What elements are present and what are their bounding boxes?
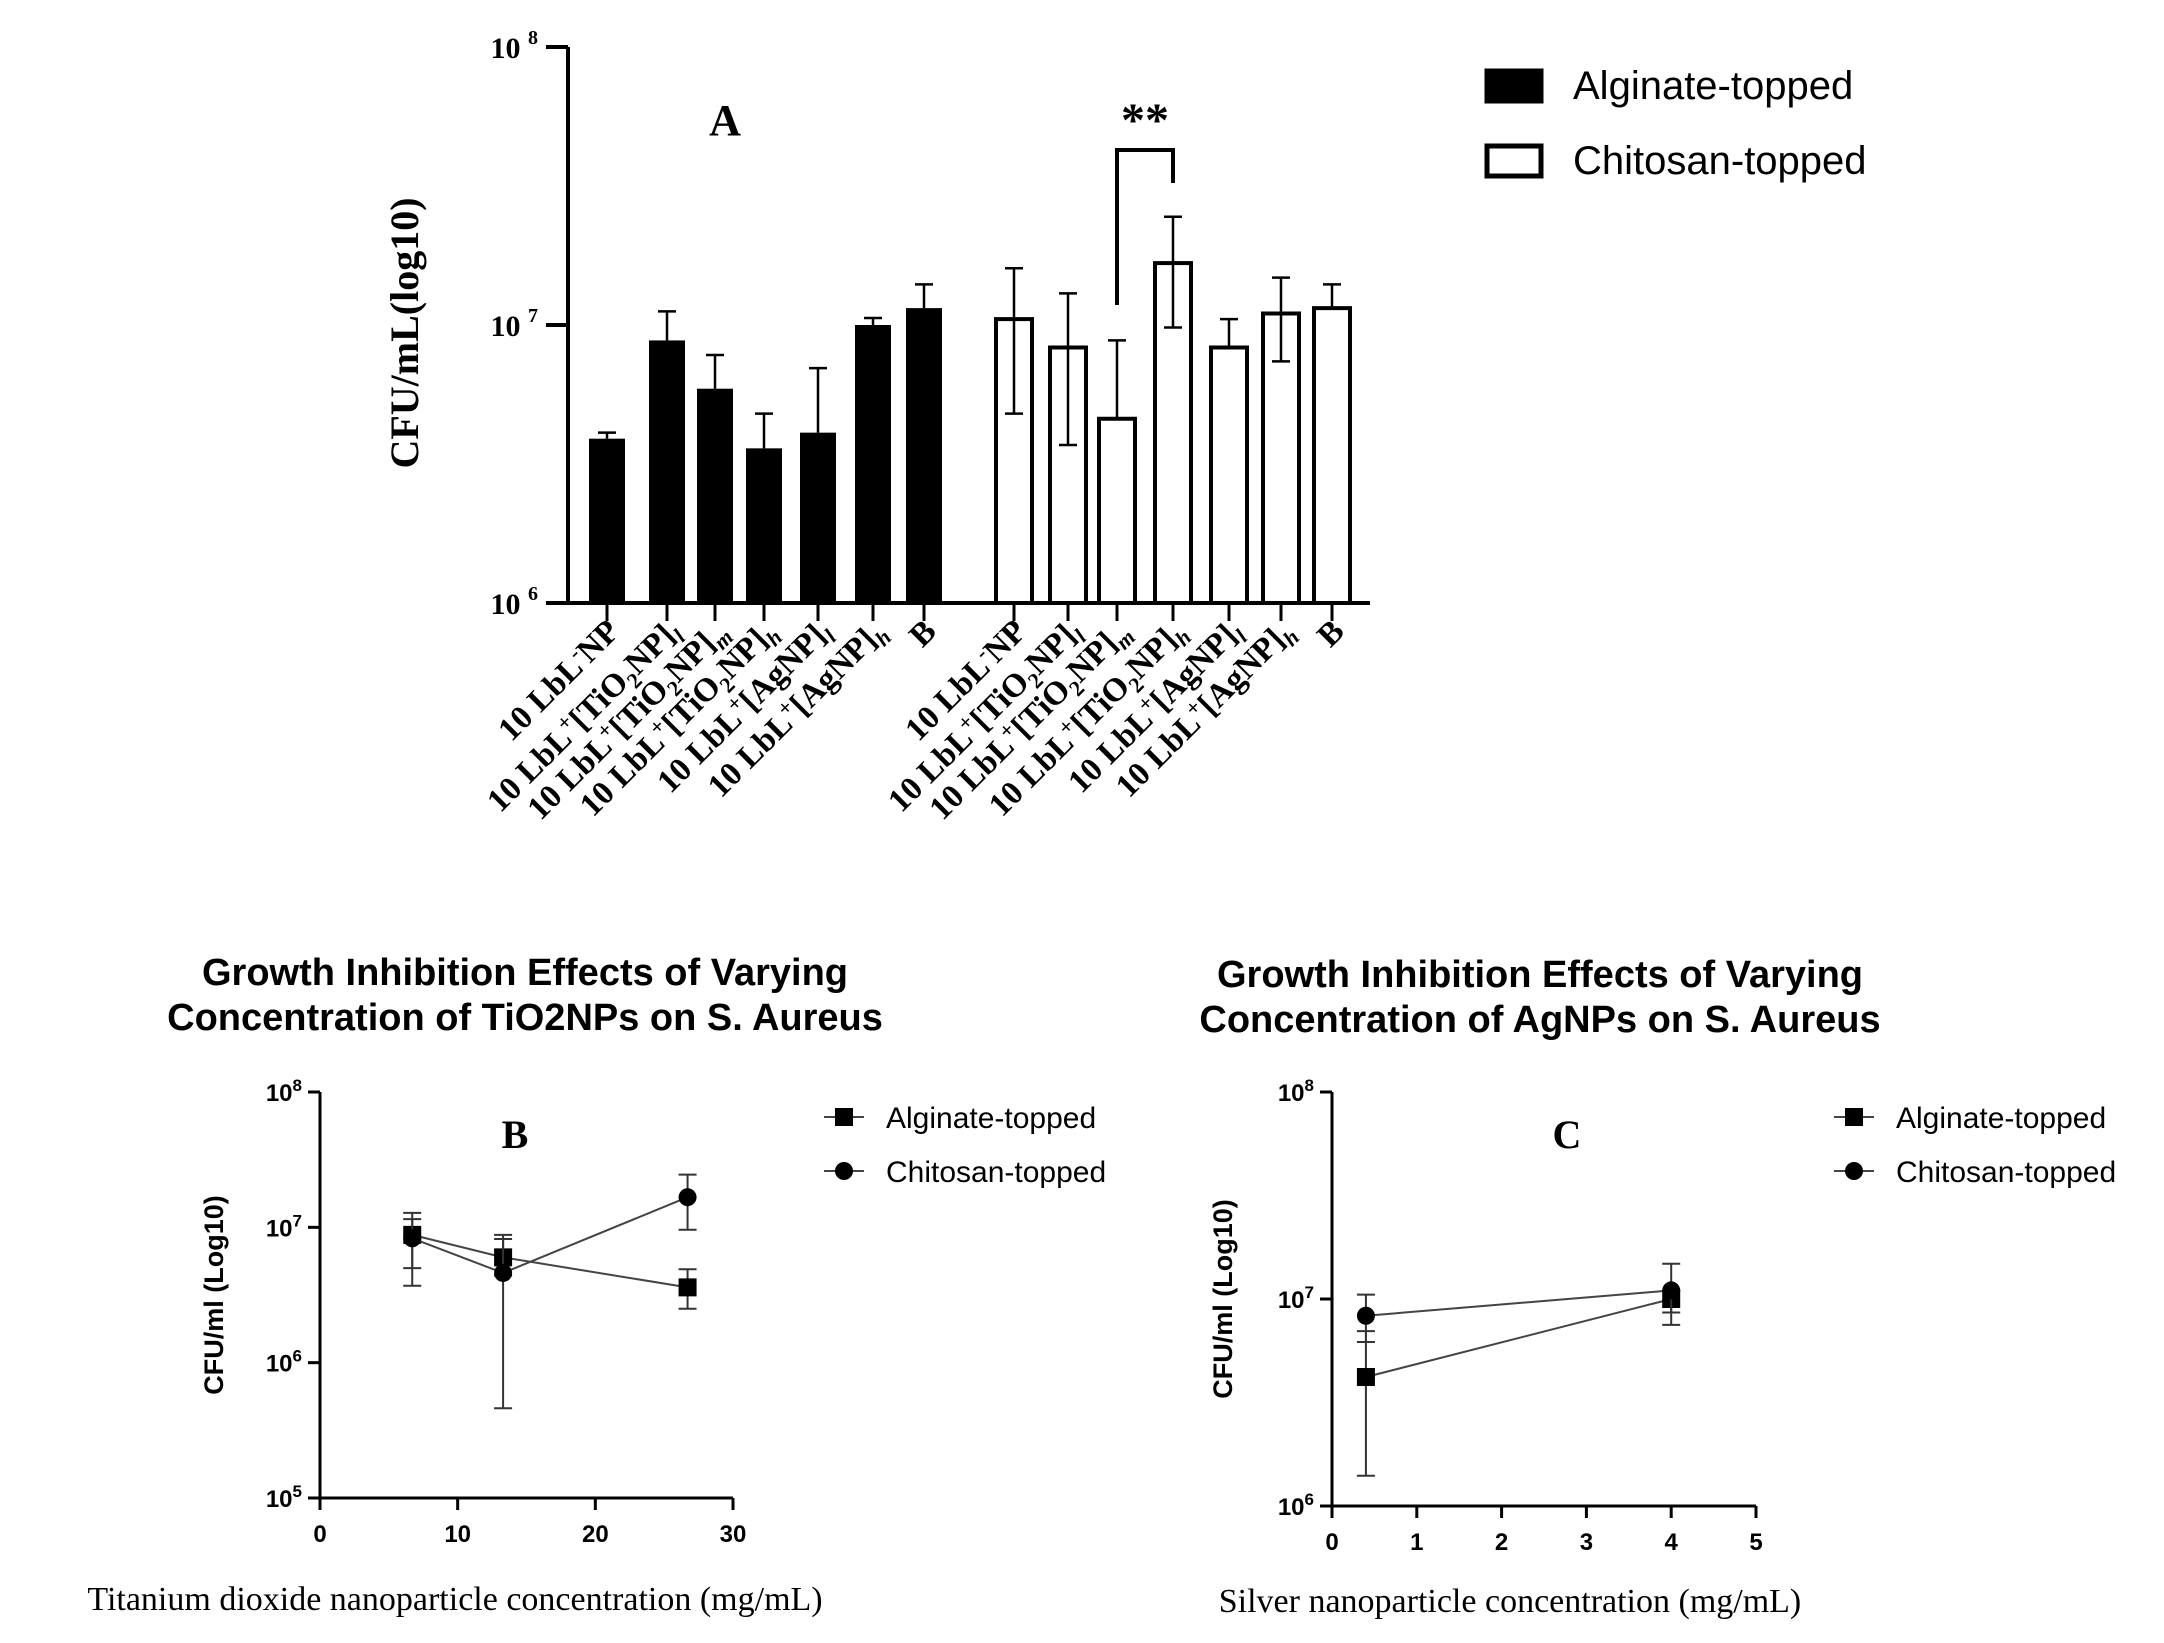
legend-label: Chitosan-topped (1896, 1156, 2116, 1189)
x-tick-label: B (903, 613, 944, 654)
y-tick-label: 108 (266, 1076, 302, 1107)
x-axis-label: Silver nanoparticle concentration (mg/mL… (1219, 1583, 1802, 1620)
x-tick-label: 10 (444, 1521, 471, 1548)
panel-c: Growth Inhibition Effects of VaryingConc… (1199, 954, 2116, 1620)
legend-marker-square (1845, 1108, 1863, 1126)
significance-bracket (1115, 148, 1175, 305)
data-point-circle (403, 1229, 422, 1248)
data-point-square (678, 1278, 697, 1297)
x-tick-label: 2 (1495, 1529, 1508, 1556)
panel-letter: A (709, 96, 741, 145)
chart-title: Concentration of TiO2NPs on S. Aureus (167, 997, 883, 1039)
legend-swatch (1484, 68, 1544, 104)
chart-title: Growth Inhibition Effects of Varying (1217, 954, 1863, 996)
data-point-circle (494, 1263, 513, 1282)
x-tick-label: 0 (1325, 1529, 1338, 1556)
panel-letter: C (1553, 1112, 1582, 1157)
y-tick-label: 106 (266, 1347, 302, 1378)
x-tick-label: 5 (1749, 1529, 1762, 1556)
y-tick-label: 107 (1278, 1283, 1314, 1314)
data-point-circle (1356, 1306, 1375, 1325)
legend-marker-circle (835, 1162, 853, 1180)
legend-label: Alginate-topped (886, 1102, 1096, 1135)
panel-a: 10 6 10 7 10 8 CFU/mL(log10) A ** 10 LbL-NP10… (382, 27, 1867, 827)
legend-label: Chitosan-topped (1573, 139, 1867, 183)
x-tick-label: 1 (1410, 1529, 1423, 1556)
y-tick-label: 10 7 (491, 305, 539, 343)
series-line-alginate-topped (1365, 1298, 1672, 1378)
alginate-0-bar (589, 438, 625, 603)
legend-label: Alginate-topped (1896, 1102, 2106, 1135)
chitosan-4-bar (1209, 345, 1249, 605)
legend-marker-circle (1845, 1162, 1863, 1180)
series-line-chitosan-topped (1365, 1289, 1672, 1317)
y-tick-label: 106 (1278, 1490, 1314, 1521)
panel-a-legend: Alginate-topped Chitosan-topped (1484, 64, 1867, 183)
alginate-6-bar (906, 308, 942, 603)
y-tick-label: 10 8 (491, 27, 539, 65)
chart-title: Concentration of AgNPs on S. Aureus (1199, 999, 1880, 1041)
y-tick-label: 105 (266, 1482, 302, 1513)
y-tick-label: 107 (266, 1211, 302, 1242)
panel-b: Growth Inhibition Effects of VaryingConc… (87, 952, 1106, 1618)
legend-marker-square (835, 1108, 853, 1126)
data-point-circle (1662, 1281, 1681, 1300)
y-axis-label: CFU/ml (Log10) (199, 1195, 229, 1395)
y-tick-label: 10 6 (491, 583, 539, 621)
x-tick-label: B (1311, 613, 1352, 654)
chitosan-1-bar (1048, 345, 1088, 605)
significance-label: ** (1121, 94, 1169, 147)
y-axis-label: CFU/mL(log10) (382, 197, 427, 468)
series-line-chitosan-topped (411, 1196, 688, 1275)
panel-a-axes: 10 6 10 7 10 8 CFU/mL(log10) A ** (382, 27, 1370, 621)
y-axis-label: CFU/ml (Log10) (1208, 1199, 1238, 1399)
chitosan-2-bar (1097, 416, 1137, 605)
data-point-square (1356, 1367, 1375, 1386)
legend-swatch (1484, 143, 1544, 179)
x-axis-label: Titanium dioxide nanoparticle concentrat… (87, 1581, 822, 1618)
alginate-3-bar (746, 448, 782, 603)
alginate-2-bar (697, 388, 733, 603)
alginate-4-bar (800, 432, 836, 603)
chart-title: Growth Inhibition Effects of Varying (202, 952, 848, 994)
y-tick-label: 108 (1278, 1076, 1314, 1107)
x-tick-label: 30 (720, 1521, 747, 1548)
x-tick-label: 20 (582, 1521, 609, 1548)
legend-label: Chitosan-topped (886, 1156, 1106, 1189)
alginate-5-bar (855, 325, 891, 603)
data-point-circle (678, 1188, 697, 1207)
legend-label: Alginate-topped (1573, 64, 1853, 108)
panel-a-bars (589, 215, 1352, 605)
x-tick-label: 3 (1580, 1529, 1593, 1556)
x-tick-label: 4 (1665, 1529, 1679, 1556)
series-line-alginate-topped (411, 1233, 688, 1289)
alginate-1-bar (649, 340, 685, 603)
x-tick-label: 0 (313, 1521, 326, 1548)
chitosan-6-bar (1312, 306, 1352, 605)
panel-letter: B (502, 1112, 529, 1157)
